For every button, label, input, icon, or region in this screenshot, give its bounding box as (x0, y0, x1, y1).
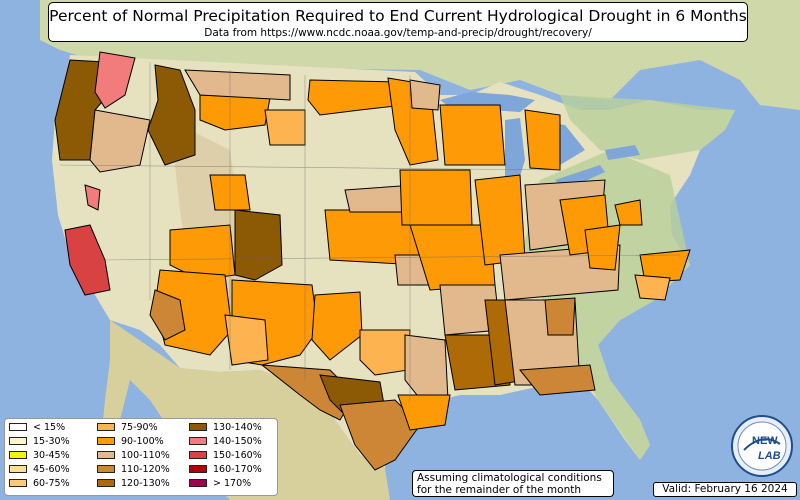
region-tx-110b (339, 399, 421, 471)
map-subtitle: Data from https://www.ncdc.noaa.gov/temp… (204, 27, 592, 39)
legend: < 15% 15-30% 30-45% 45-60% 60-75% 75-90%… (4, 418, 278, 496)
assumption-note: Assuming climatological conditions for t… (412, 470, 614, 497)
legend-swatch (9, 423, 27, 431)
legend-item: 15-30% (9, 436, 70, 448)
region-az-110 (149, 289, 186, 341)
mexico-land (100, 320, 390, 500)
legend-swatch (97, 479, 115, 487)
legend-swatch (189, 465, 207, 473)
region-or-100 (89, 109, 151, 173)
legend-item: 130-140% (189, 422, 262, 434)
drought-regions (54, 51, 691, 471)
region-nm-75 (224, 314, 269, 366)
region-gulf-90 (397, 394, 451, 431)
region-va-90 (584, 224, 621, 271)
legend-item: < 15% (9, 422, 65, 434)
region-tx-90 (311, 291, 363, 361)
region-mt2-90 (264, 109, 306, 146)
legend-swatch (9, 437, 27, 445)
lake-ontario (605, 145, 640, 160)
region-ga-110 (544, 297, 576, 336)
legend-item: 140-150% (189, 436, 262, 448)
legend-swatch (189, 437, 207, 445)
legend-swatch (189, 451, 207, 459)
legend-swatch (97, 437, 115, 445)
logo-text-bottom: LAB (758, 450, 781, 462)
region-mt-100 (184, 69, 291, 101)
legend-item: 75-90% (97, 422, 158, 434)
legend-item: 120-130% (97, 478, 170, 490)
terrain-canada (560, 95, 735, 160)
legend-swatch (97, 451, 115, 459)
legend-item: 60-75% (9, 478, 70, 490)
region-wi-90 (439, 104, 506, 166)
map-title: Percent of Normal Precipitation Required… (49, 7, 747, 25)
note-line-2: for the remainder of the month (417, 484, 582, 496)
newlab-logo: NEW LAB (731, 415, 793, 477)
region-gulf-110 (519, 364, 596, 396)
legend-item: 110-120% (97, 464, 170, 476)
legend-swatch (9, 465, 27, 473)
legend-swatch (9, 451, 27, 459)
legend-swatch (189, 423, 207, 431)
valid-date: Valid: February 16 2024 (653, 482, 797, 497)
legend-swatch (9, 479, 27, 487)
region-sc-75 (634, 274, 671, 301)
legend-swatch (97, 465, 115, 473)
region-mi-90 (524, 109, 561, 171)
region-ca-150 (64, 224, 111, 296)
region-wa-140 (94, 51, 136, 109)
legend-swatch (189, 479, 207, 487)
legend-item: 150-160% (189, 450, 262, 462)
legend-item: 30-45% (9, 450, 70, 462)
note-line-1: Assuming climatological conditions (417, 472, 602, 484)
region-co-130 (234, 209, 283, 281)
region-mn-100 (409, 79, 441, 111)
region-ca-140 (84, 184, 101, 211)
legend-item: > 170% (189, 478, 251, 490)
logo-text-top: NEW (752, 435, 778, 447)
region-ia-90 (399, 169, 473, 226)
legend-item: 90-100% (97, 436, 164, 448)
lake-michigan (505, 118, 525, 192)
title-box: Percent of Normal Precipitation Required… (48, 2, 748, 42)
legend-item: 45-60% (9, 464, 70, 476)
region-tx-75 (359, 329, 411, 376)
region-nc-90 (639, 249, 691, 283)
region-md-90 (614, 199, 643, 226)
legend-item: 160-170% (189, 464, 262, 476)
legend-swatch (97, 423, 115, 431)
region-idaho-130 (147, 64, 196, 166)
state-borders (59, 62, 681, 400)
legend-item: 100-110% (97, 450, 170, 462)
